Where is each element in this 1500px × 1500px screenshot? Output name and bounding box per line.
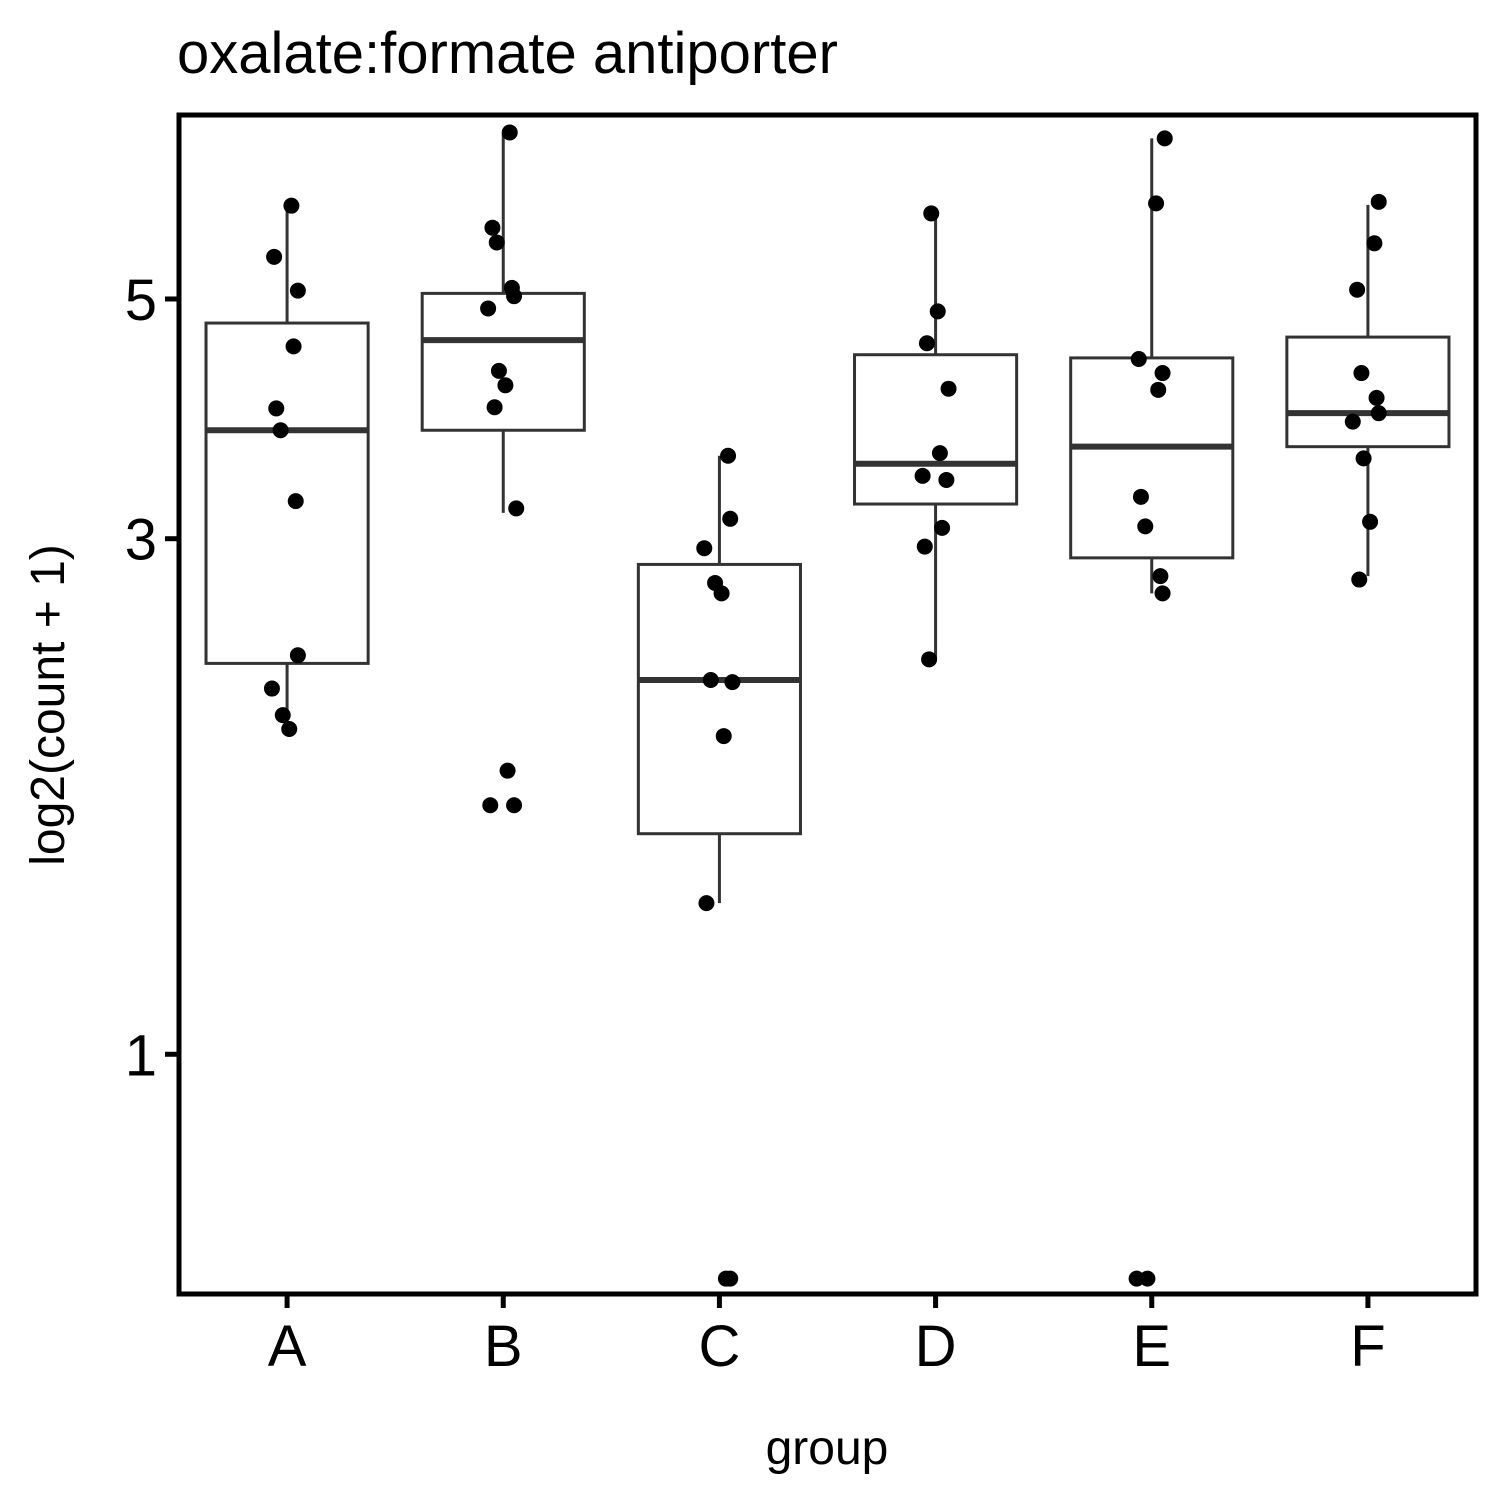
data-point-A bbox=[263, 680, 280, 697]
data-point-C bbox=[720, 447, 737, 464]
box-A bbox=[204, 321, 370, 665]
x-tick-label: B bbox=[484, 1314, 523, 1379]
points-layer bbox=[263, 124, 1387, 1287]
data-point-D bbox=[940, 380, 957, 397]
y-tick-label: 3 bbox=[125, 508, 157, 573]
data-point-F bbox=[1353, 365, 1370, 382]
data-point-B bbox=[499, 762, 516, 779]
x-tick-label: A bbox=[268, 1314, 307, 1379]
y-axis: 1 3 5 bbox=[125, 268, 179, 1088]
box-group-D bbox=[853, 213, 1019, 660]
data-point-D bbox=[921, 651, 938, 668]
data-point-F bbox=[1362, 513, 1379, 530]
data-point-A bbox=[266, 248, 283, 265]
data-point-E bbox=[1139, 1270, 1156, 1287]
box-group-C bbox=[636, 455, 802, 904]
data-point-A bbox=[268, 400, 285, 417]
data-point-D bbox=[929, 303, 946, 320]
data-point-D bbox=[914, 467, 931, 484]
x-axis-title: group bbox=[766, 1422, 889, 1475]
data-point-E bbox=[1150, 381, 1167, 398]
data-point-C bbox=[698, 895, 715, 912]
data-point-B bbox=[488, 234, 505, 251]
chart-title: oxalate:formate antiporter bbox=[177, 21, 838, 86]
data-point-C bbox=[713, 585, 730, 602]
data-point-F bbox=[1368, 389, 1385, 406]
data-point-F bbox=[1370, 193, 1387, 210]
x-tick-label: F bbox=[1350, 1314, 1385, 1379]
data-point-C bbox=[724, 674, 741, 691]
data-point-F bbox=[1344, 413, 1361, 430]
data-point-C bbox=[717, 1270, 734, 1287]
box-F bbox=[1285, 335, 1451, 449]
data-point-D bbox=[938, 471, 955, 488]
data-point-E bbox=[1156, 130, 1173, 147]
data-point-B bbox=[486, 399, 503, 416]
data-point-B bbox=[506, 797, 523, 814]
data-point-E bbox=[1154, 585, 1171, 602]
y-tick-label: 5 bbox=[125, 268, 157, 333]
boxes-layer bbox=[204, 132, 1451, 904]
data-point-F bbox=[1370, 405, 1387, 422]
data-point-E bbox=[1132, 488, 1149, 505]
data-point-C bbox=[722, 510, 739, 527]
box-group-F bbox=[1285, 204, 1451, 577]
data-point-A bbox=[289, 647, 306, 664]
data-point-B bbox=[501, 124, 518, 141]
data-point-E bbox=[1154, 365, 1171, 382]
box-D bbox=[853, 353, 1019, 506]
data-point-A bbox=[287, 493, 304, 510]
box-B bbox=[420, 291, 586, 432]
data-point-E bbox=[1152, 568, 1169, 585]
data-point-F bbox=[1355, 450, 1372, 467]
data-point-F bbox=[1349, 281, 1366, 298]
data-point-F bbox=[1366, 235, 1383, 252]
data-point-A bbox=[281, 720, 298, 737]
data-point-B bbox=[506, 288, 523, 305]
data-point-E bbox=[1137, 518, 1154, 535]
x-tick-label: E bbox=[1132, 1314, 1171, 1379]
y-axis-title: log2(count + 1) bbox=[22, 544, 75, 866]
data-point-A bbox=[289, 282, 306, 299]
data-point-C bbox=[702, 672, 719, 689]
data-point-C bbox=[696, 540, 713, 557]
x-tick-label: D bbox=[915, 1314, 957, 1379]
data-point-B bbox=[490, 362, 507, 379]
box-C bbox=[636, 562, 802, 836]
box-group-A bbox=[204, 205, 370, 729]
data-point-A bbox=[274, 707, 291, 724]
y-tick-label: 1 bbox=[125, 1023, 157, 1088]
data-point-E bbox=[1130, 350, 1147, 367]
data-point-B bbox=[480, 300, 497, 317]
data-point-B bbox=[484, 219, 501, 236]
data-point-D bbox=[918, 335, 935, 352]
plot-panel-border bbox=[176, 112, 1479, 1297]
data-point-D bbox=[923, 205, 940, 222]
data-point-D bbox=[916, 538, 933, 555]
x-axis: A B C D E F bbox=[268, 1294, 1386, 1379]
data-point-D bbox=[931, 445, 948, 462]
data-point-B bbox=[482, 797, 499, 814]
data-point-A bbox=[272, 422, 289, 439]
data-point-C bbox=[715, 728, 732, 745]
data-point-E bbox=[1148, 195, 1165, 212]
box-group-B bbox=[420, 132, 586, 513]
data-point-A bbox=[283, 197, 300, 214]
data-point-F bbox=[1351, 571, 1368, 588]
data-point-B bbox=[508, 500, 525, 517]
data-point-D bbox=[934, 519, 951, 536]
x-tick-label: C bbox=[698, 1314, 740, 1379]
data-point-B bbox=[497, 377, 514, 394]
data-point-A bbox=[285, 338, 302, 355]
